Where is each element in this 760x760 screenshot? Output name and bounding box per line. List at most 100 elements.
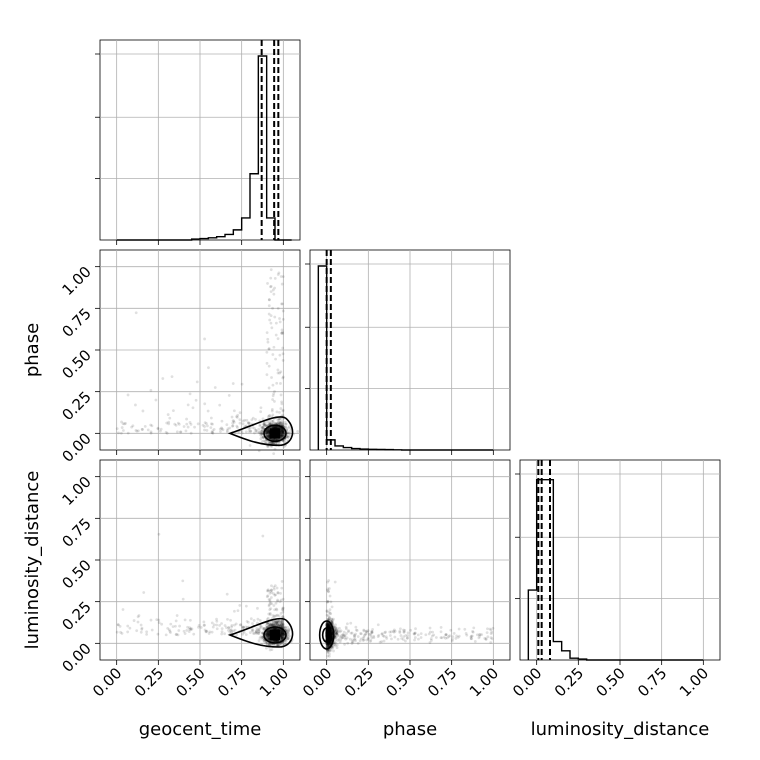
pair-geocent-time-vs-phase-point [266, 435, 270, 439]
pair-geocent-time-vs-phase-point [269, 290, 273, 293]
pair-geocent-time-vs-luminosity-distance-point [273, 639, 277, 643]
pair-geocent-time-vs-phase-contour-outer [227, 416, 294, 447]
pair-geocent-time-vs-phase-point [276, 307, 280, 310]
pair-geocent-time-vs-phase-point [268, 420, 272, 424]
pair-geocent-time-vs-phase-point [259, 429, 263, 433]
pair-geocent-time-vs-phase-point [225, 428, 229, 432]
pair-geocent-time-vs-phase-point [267, 364, 271, 368]
pair-geocent-time-vs-phase-point [280, 429, 284, 433]
pair-geocent-time-vs-phase-point [232, 409, 236, 413]
pair-geocent-time-vs-phase-point [201, 423, 205, 427]
pair-phase-vs-luminosity-distance-point [451, 635, 455, 638]
pair-geocent-time-vs-luminosity-distance-point [280, 631, 283, 634]
pair-geocent-time-vs-phase-point [260, 432, 264, 436]
pair-geocent-time-vs-phase-point [238, 421, 242, 425]
pair-geocent-time-vs-phase-point [286, 435, 290, 439]
pair-geocent-time-vs-phase-point [278, 353, 282, 357]
pair-geocent-time-vs-phase-point [123, 422, 126, 426]
pair-geocent-time-vs-luminosity-distance-point [268, 591, 272, 595]
pair-geocent-time-vs-luminosity-distance-point [277, 614, 281, 618]
pair-geocent-time-vs-phase-point [168, 416, 172, 420]
pair-geocent-time-vs-luminosity-distance-point [116, 623, 120, 626]
pair-geocent-time-vs-phase-point [268, 421, 272, 425]
pair-geocent-time-vs-phase-point [264, 424, 268, 427]
hist-luminosity-distance-vgrid [536, 460, 704, 660]
pair-geocent-time-vs-luminosity-distance-point [273, 593, 277, 597]
pair-geocent-time-vs-luminosity-distance-point [126, 624, 130, 628]
pair-geocent-time-vs-phase-point [270, 419, 274, 423]
pair-geocent-time-vs-phase-point [273, 425, 277, 429]
pair-geocent-time-vs-phase-point [279, 433, 283, 437]
pair-geocent-time-vs-phase-point [281, 430, 285, 434]
pair-geocent-time-vs-phase-point [255, 430, 259, 434]
pair-geocent-time-vs-luminosity-distance-xtick-label: 0.25 [131, 664, 167, 700]
pair-geocent-time-vs-luminosity-distance-point [275, 639, 279, 643]
pair-phase-vs-luminosity-distance-point [326, 649, 330, 653]
pair-geocent-time-vs-luminosity-distance-point [276, 591, 280, 594]
hist-luminosity-distance-xtick-label: 0.25 [551, 664, 587, 700]
pair-geocent-time-vs-luminosity-distance-point [145, 633, 149, 636]
pair-phase-vs-luminosity-distance-point [328, 594, 332, 598]
pair-geocent-time-vs-phase-point [240, 431, 244, 435]
pair-geocent-time-vs-phase-point [205, 428, 209, 432]
pair-phase-vs-luminosity-distance-point [361, 639, 365, 642]
pair-geocent-time-vs-luminosity-distance-point [265, 625, 269, 629]
pair-geocent-time-vs-luminosity-distance-point [267, 635, 271, 638]
pair-geocent-time-vs-phase-point [220, 419, 224, 423]
pair-phase-vs-luminosity-distance-point [345, 622, 349, 626]
pair-geocent-time-vs-phase-point [286, 431, 290, 435]
pair-geocent-time-vs-phase-point [272, 426, 276, 429]
pair-geocent-time-vs-luminosity-distance-point [166, 627, 170, 630]
pair-phase-vs-luminosity-distance-point [485, 631, 489, 635]
pair-geocent-time-vs-phase-point [134, 403, 137, 407]
pair-geocent-time-vs-phase-point [267, 386, 271, 390]
pair-geocent-time-vs-phase-point [278, 320, 282, 324]
pair-geocent-time-vs-phase-point [211, 422, 214, 426]
panels: 0.00 0.25 0.50 0.75 1.000.000.250.500.751.00… [58, 39, 721, 700]
pair-geocent-time-vs-phase-point [269, 268, 273, 272]
pair-phase-vs-luminosity-distance-xtick-label: 0.00 [299, 664, 335, 700]
pair-geocent-time-vs-luminosity-distance-point [271, 623, 274, 627]
pair-geocent-time-vs-luminosity-distance-point [281, 635, 285, 639]
pair-geocent-time-vs-phase-point [245, 418, 249, 422]
pair-geocent-time-vs-phase-point [186, 425, 190, 429]
pair-geocent-time-vs-phase-point [280, 302, 284, 306]
pair-geocent-time-vs-luminosity-distance-point [280, 636, 284, 640]
pair-geocent-time-vs-luminosity-distance-point [270, 584, 273, 588]
pair-geocent-time-vs-phase-point [280, 428, 283, 432]
pair-geocent-time-vs-luminosity-distance-point [238, 604, 242, 607]
pair-geocent-time-vs-luminosity-distance-point [281, 635, 285, 639]
pair-geocent-time-vs-phase-point [271, 306, 274, 310]
pair-phase-vs-luminosity-distance-point [419, 636, 423, 639]
pair-geocent-time-vs-luminosity-distance-point [274, 622, 278, 626]
pair-geocent-time-vs-phase-point [273, 276, 277, 280]
pair-geocent-time-vs-phase-point [136, 429, 140, 433]
pair-geocent-time-vs-phase-point [235, 415, 238, 419]
pair-geocent-time-vs-luminosity-distance-point [265, 632, 269, 636]
pair-geocent-time-vs-phase-point [275, 437, 279, 441]
pair-geocent-time-vs-luminosity-distance-point [258, 636, 262, 640]
pair-phase-vs-luminosity-distance-point [326, 599, 329, 603]
pair-geocent-time-vs-phase-point [209, 422, 213, 426]
pair-geocent-time-vs-phase-point [277, 426, 281, 430]
pair-geocent-time-vs-phase-point [289, 429, 292, 433]
pair-geocent-time-vs-phase-point [283, 420, 287, 424]
pair-geocent-time-vs-luminosity-distance-point [272, 604, 276, 607]
pair-geocent-time-vs-phase-point [268, 422, 272, 426]
pair-geocent-time-vs-luminosity-distance-point [258, 619, 262, 622]
pair-geocent-time-vs-phase-point [235, 415, 239, 419]
pair-phase-vs-luminosity-distance-xtick-label: 0.50 [382, 664, 418, 700]
pair-phase-vs-luminosity-distance-point [350, 642, 354, 645]
pair-phase-vs-luminosity-distance-point [366, 629, 370, 633]
pair-geocent-time-vs-phase-point [189, 422, 193, 426]
pair-geocent-time-vs-luminosity-distance-point [156, 632, 160, 636]
pair-geocent-time-vs-luminosity-distance-point [188, 618, 192, 622]
pair-geocent-time-vs-phase-point [220, 426, 223, 430]
pair-geocent-time-vs-phase-point [278, 317, 281, 320]
pair-geocent-time-vs-phase-point [271, 441, 275, 445]
pair-geocent-time-vs-phase-point [259, 431, 263, 435]
pair-geocent-time-vs-phase-point [140, 428, 144, 431]
pair-phase-vs-luminosity-distance-point [414, 627, 417, 631]
pair-phase-vs-luminosity-distance-point [445, 636, 449, 640]
